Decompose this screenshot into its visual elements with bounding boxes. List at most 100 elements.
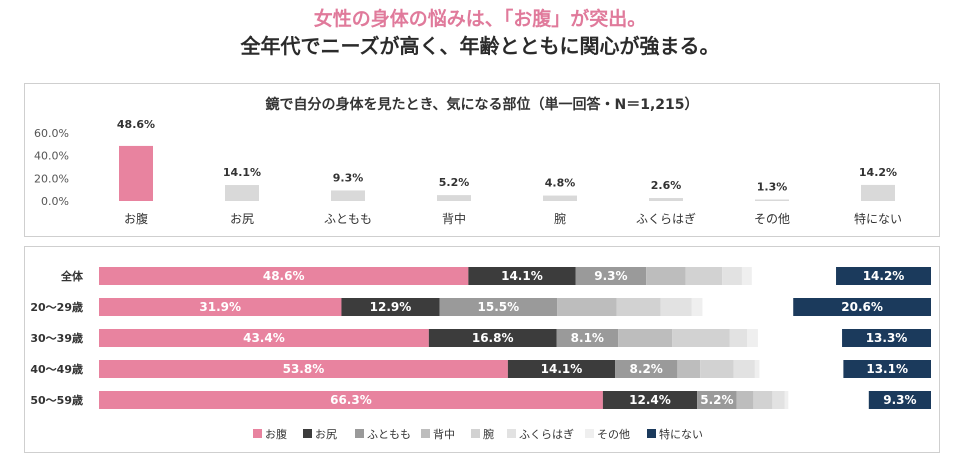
segment-label: 12.9% <box>370 300 412 314</box>
bar-value-label: 14.2% <box>859 166 897 179</box>
bar-value-label: 9.3% <box>333 171 364 184</box>
segment <box>733 360 755 378</box>
segment <box>843 360 931 378</box>
bar-chart-panel: 鏡で自分の身体を見たとき、気になる部位（単一回答・N＝1,215） 0.0% 20.… <box>24 83 940 237</box>
bar <box>755 199 789 201</box>
row-label: 30～39歳 <box>30 331 83 345</box>
segment-label: 66.3% <box>330 393 372 407</box>
legend-label: 腕 <box>483 427 494 441</box>
bar-chart: 鏡で自分の身体を見たとき、気になる部位（単一回答・N＝1,215） 0.0% 20.… <box>34 96 902 226</box>
y-tick-label: 40.0% <box>34 150 69 163</box>
x-tick-label: お腹 <box>124 212 148 226</box>
segment <box>685 267 723 285</box>
segment <box>753 391 773 409</box>
bar-value-label: 4.8% <box>545 177 576 190</box>
segment <box>836 267 931 285</box>
segment-label: 9.3% <box>883 393 916 407</box>
bar-value-label: 2.6% <box>651 179 682 192</box>
bar-value-label: 5.2% <box>439 176 470 189</box>
legend-swatch <box>253 429 262 438</box>
segment-label: 14.2% <box>863 269 905 283</box>
row-label: 40～49歳 <box>30 362 83 376</box>
segment-label: 8.2% <box>630 362 663 376</box>
segment <box>729 329 748 347</box>
segment <box>736 391 754 409</box>
row-label: 50～59歳 <box>30 393 83 407</box>
segment-label: 14.1% <box>541 362 583 376</box>
bar-value-label: 14.1% <box>223 166 261 179</box>
x-tick-label: 背中 <box>442 211 466 226</box>
row-label: 全体 <box>60 269 84 283</box>
legend-swatch <box>647 429 656 438</box>
segment <box>772 391 785 409</box>
segment <box>677 360 701 378</box>
segment-label: 48.6% <box>263 269 305 283</box>
segment-label: 13.3% <box>866 331 908 345</box>
segment <box>697 391 737 409</box>
segment-label: 13.1% <box>866 362 908 376</box>
segment <box>575 267 647 285</box>
segment <box>556 329 619 347</box>
segment <box>99 391 603 409</box>
segment <box>842 329 931 347</box>
segment <box>784 391 789 409</box>
stacked-bar-chart: 全体 48.6% 14.1% 9.3% 14.2% 20～29歳 31.9% 12.9% 15.… <box>30 267 931 441</box>
segment <box>747 329 758 347</box>
legend-label: ふともも <box>367 428 411 441</box>
segment <box>660 298 692 316</box>
x-tick-label: お尻 <box>230 212 254 226</box>
segment <box>507 360 616 378</box>
segment <box>602 391 698 409</box>
bar <box>543 195 577 201</box>
legend-label: お尻 <box>315 428 337 441</box>
x-tick-label: 特にない <box>854 211 902 226</box>
bar <box>119 145 153 201</box>
x-tick-label: ふくらはぎ <box>636 212 696 226</box>
segment <box>691 298 703 316</box>
bar <box>649 198 683 201</box>
segment <box>646 267 686 285</box>
segment-label: 20.6% <box>841 300 883 314</box>
segment-label: 43.4% <box>243 331 285 345</box>
segment <box>468 267 576 285</box>
segment <box>99 298 342 316</box>
headline-line1: 女性の身体の悩みは、「お腹」が突出。 <box>313 8 647 30</box>
chart-title: 鏡で自分の身体を見たとき、気になる部位（単一回答・N＝1,215） <box>265 96 698 113</box>
segment <box>722 267 742 285</box>
segment <box>618 329 673 347</box>
bar <box>225 185 259 201</box>
segment <box>99 267 469 285</box>
bar-value-label: 48.6% <box>117 118 155 131</box>
y-tick-label: 0.0% <box>41 195 69 208</box>
y-tick-label: 20.0% <box>34 172 69 185</box>
bar <box>331 190 365 201</box>
legend-swatch <box>421 429 430 438</box>
x-tick-label: その他 <box>754 212 790 226</box>
segment <box>341 298 440 316</box>
legend-swatch <box>471 429 480 438</box>
segment-label: 8.1% <box>571 331 604 345</box>
legend-swatch <box>355 429 364 438</box>
row-label: 20～29歳 <box>30 300 83 314</box>
segment <box>615 360 678 378</box>
segment <box>672 329 730 347</box>
legend-label: お腹 <box>265 427 287 441</box>
segment-label: 5.2% <box>700 393 733 407</box>
legend-label: 特にない <box>659 427 703 441</box>
legend-label: ふくらはぎ <box>519 427 574 441</box>
segment <box>99 329 429 347</box>
segment-label: 12.4% <box>629 393 671 407</box>
legend-label: 背中 <box>433 427 455 441</box>
headline-line2: 全年代でニーズが高く、年齢とともに関心が強まる。 <box>240 34 720 58</box>
segment <box>439 298 558 316</box>
segment <box>616 298 661 316</box>
segment <box>793 298 931 316</box>
bar <box>437 195 471 201</box>
legend-label: その他 <box>597 428 630 441</box>
segment <box>754 360 760 378</box>
legend-swatch <box>303 429 312 438</box>
legend-swatch <box>585 429 594 438</box>
bar <box>861 184 895 201</box>
segment <box>741 267 752 285</box>
segment-label: 31.9% <box>199 300 241 314</box>
